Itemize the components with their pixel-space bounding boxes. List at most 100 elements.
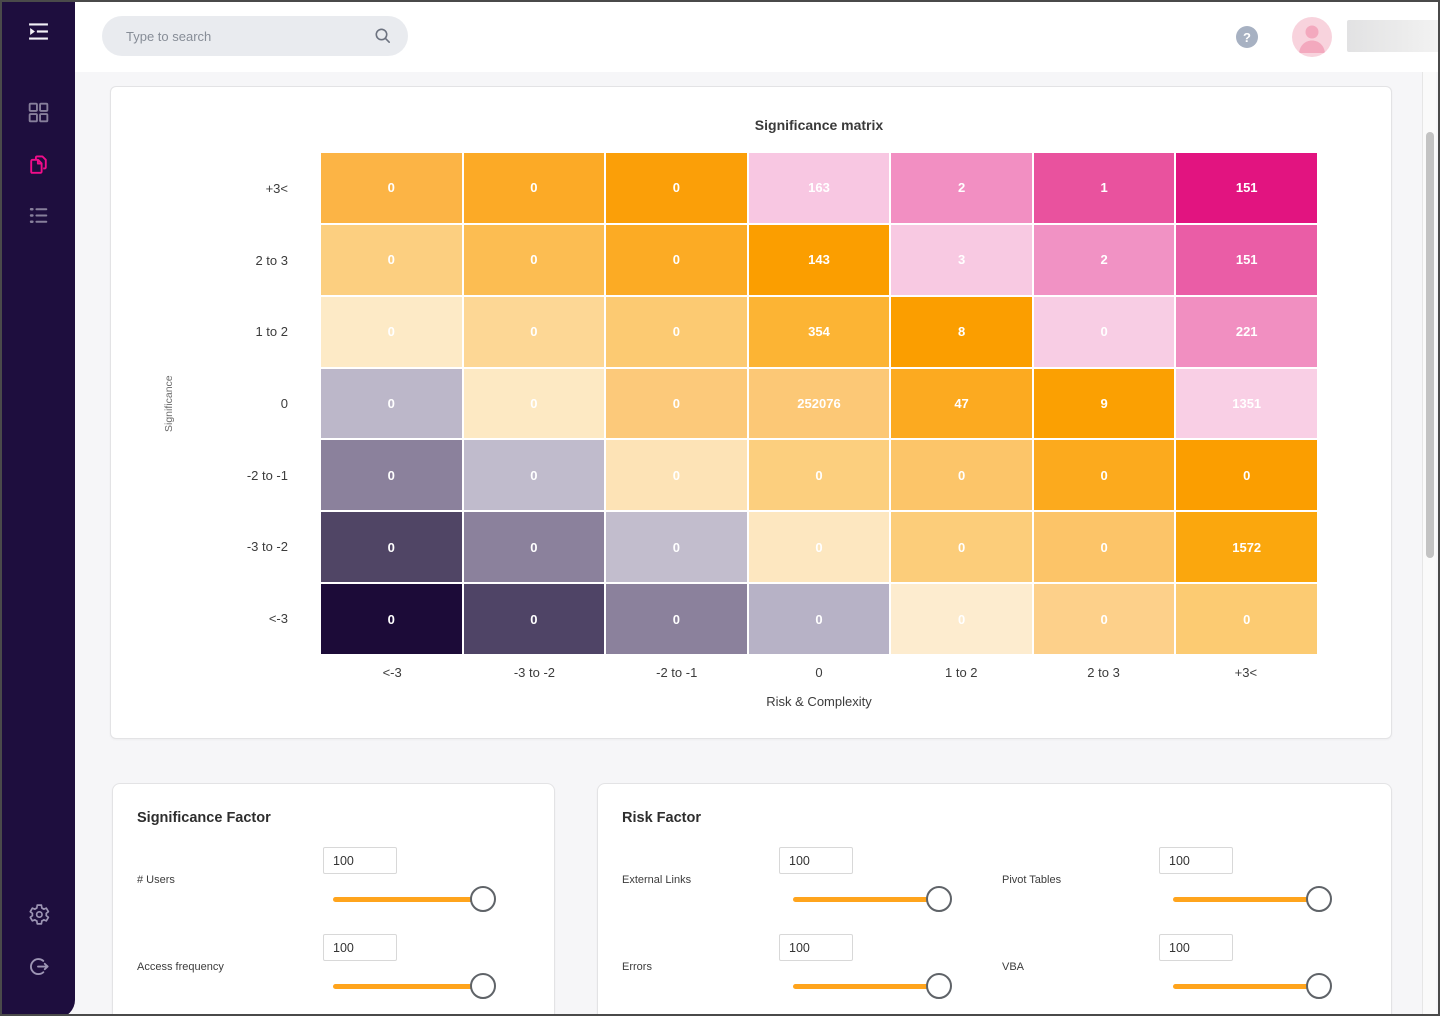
risk-factor-card: Risk Factor External Links Pivot Tables Er… <box>597 783 1392 1014</box>
topbar: ? <box>75 2 1438 72</box>
factor-slider <box>793 968 952 1004</box>
slider-track[interactable] <box>333 984 483 989</box>
heatmap-cell[interactable]: 2 <box>1033 224 1175 295</box>
significance-matrix-card: Significance matrix Significance +3< 2 to… <box>110 86 1392 739</box>
heatmap-cell[interactable]: 1 <box>1033 153 1175 223</box>
heatmap-cell[interactable]: 0 <box>606 224 747 295</box>
heatmap-cell[interactable]: 151 <box>1176 153 1317 223</box>
slider-handle[interactable] <box>1306 973 1332 999</box>
heatmap-cell[interactable]: 0 <box>891 584 1032 654</box>
x-axis-tick-label: 2 to 3 <box>1087 665 1120 680</box>
slider-track[interactable] <box>793 897 939 902</box>
significance-factor-title: Significance Factor <box>137 810 271 826</box>
heatmap-cell[interactable]: 0 <box>748 584 890 654</box>
heatmap-cell[interactable]: 0 <box>463 296 605 367</box>
heatmap-cell[interactable]: 0 <box>321 512 462 583</box>
heatmap-cell[interactable]: 0 <box>321 153 462 223</box>
heatmap-cell[interactable]: 0 <box>1033 512 1175 583</box>
scrollbar-track[interactable] <box>1422 72 1436 1014</box>
heatmap-cell[interactable]: 8 <box>891 296 1032 367</box>
heatmap-cell[interactable]: 0 <box>1033 584 1175 654</box>
y-axis-tick-label: <-3 <box>268 610 288 626</box>
slider-track[interactable] <box>793 984 939 989</box>
heatmap-cell[interactable]: 151 <box>1176 224 1317 295</box>
heatmap-cell[interactable]: 0 <box>321 584 462 654</box>
logout-icon[interactable] <box>26 954 51 979</box>
heatmap-cell[interactable]: 0 <box>321 296 462 367</box>
heatmap-cell[interactable]: 0 <box>463 224 605 295</box>
user-name-redacted[interactable] <box>1347 20 1438 52</box>
heatmap-cell[interactable]: 0 <box>463 153 605 223</box>
slider-handle[interactable] <box>1306 886 1332 912</box>
heatmap-cell[interactable]: 0 <box>1033 440 1175 511</box>
list-icon[interactable] <box>26 203 51 228</box>
heatmap-cell[interactable]: 0 <box>463 512 605 583</box>
factor-slider <box>1173 881 1332 917</box>
factor-value-input[interactable] <box>323 847 397 874</box>
factor-value-input[interactable] <box>323 934 397 961</box>
heatmap-cell[interactable]: 3 <box>891 224 1032 295</box>
heatmap-cell[interactable]: 47 <box>891 368 1032 439</box>
heatmap-cell[interactable]: 0 <box>321 368 462 439</box>
heatmap-cell[interactable]: 0 <box>606 296 747 367</box>
heatmap-cell[interactable]: 9 <box>1033 368 1175 439</box>
heatmap-cell[interactable]: 0 <box>1176 584 1317 654</box>
slider-track[interactable] <box>1173 984 1319 989</box>
search-input[interactable] <box>126 16 366 56</box>
heatmap-cell[interactable]: 1572 <box>1176 512 1317 583</box>
heatmap-cell[interactable]: 0 <box>463 440 605 511</box>
slider-track[interactable] <box>333 897 483 902</box>
heatmap-cell[interactable]: 0 <box>606 440 747 511</box>
factor-control-row: Errors <box>598 927 978 1014</box>
slider-handle[interactable] <box>926 973 952 999</box>
y-axis-tick-label: 2 to 3 <box>255 252 288 268</box>
x-axis-tick-label: -3 to -2 <box>513 665 556 680</box>
slider-track[interactable] <box>1173 897 1319 902</box>
heatmap-cell[interactable]: 252076 <box>748 368 890 439</box>
factor-value-input[interactable] <box>1159 847 1233 874</box>
heatmap-cell[interactable]: 0 <box>1033 296 1175 367</box>
heatmap-cell[interactable]: 2 <box>891 153 1032 223</box>
heatmap-cell[interactable]: 0 <box>1176 440 1317 511</box>
y-axis-tick-label: +3< <box>265 181 288 197</box>
heatmap-cell[interactable]: 0 <box>321 224 462 295</box>
slider-handle[interactable] <box>470 973 496 999</box>
x-axis-tick-label: 1 to 2 <box>945 665 978 680</box>
heatmap-cell[interactable]: 1351 <box>1176 368 1317 439</box>
factor-value-input[interactable] <box>779 847 853 874</box>
factor-control-row: VBA <box>978 927 1391 1014</box>
factor-label: VBA <box>1002 961 1025 973</box>
heatmap-cell[interactable]: 0 <box>606 584 747 654</box>
heatmap-cell[interactable]: 0 <box>606 153 747 223</box>
factor-value-input[interactable] <box>1159 934 1233 961</box>
slider-handle[interactable] <box>470 886 496 912</box>
heatmap-cell[interactable]: 0 <box>606 512 747 583</box>
help-icon[interactable]: ? <box>1236 26 1258 48</box>
scrollbar-thumb[interactable] <box>1426 132 1434 558</box>
y-axis-tick-label: -2 to -1 <box>246 467 288 483</box>
indent-menu-icon[interactable] <box>26 19 51 44</box>
heatmap-cell[interactable]: 143 <box>748 224 890 295</box>
heatmap-cell[interactable]: 0 <box>891 440 1032 511</box>
heatmap-cell[interactable]: 354 <box>748 296 890 367</box>
matrix-title: Significance matrix <box>754 117 884 133</box>
heatmap-cell[interactable]: 0 <box>748 512 890 583</box>
slider-handle[interactable] <box>926 886 952 912</box>
heatmap-cell[interactable]: 0 <box>463 584 605 654</box>
avatar[interactable] <box>1292 17 1332 57</box>
heatmap-cell[interactable]: 163 <box>748 153 890 223</box>
heatmap-cell[interactable]: 0 <box>321 440 462 511</box>
factor-value-input[interactable] <box>779 934 853 961</box>
heatmap-cell[interactable]: 0 <box>463 368 605 439</box>
documents-icon[interactable] <box>26 152 51 177</box>
search-bar[interactable] <box>102 16 408 56</box>
heatmap-cell[interactable]: 221 <box>1176 296 1317 367</box>
factor-label: # Users <box>137 874 175 886</box>
search-icon[interactable] <box>374 27 392 45</box>
heatmap-cell[interactable]: 0 <box>891 512 1032 583</box>
heatmap-cell[interactable]: 0 <box>748 440 890 511</box>
heatmap-cell[interactable]: 0 <box>606 368 747 439</box>
sidebar <box>2 2 75 1014</box>
grid-icon[interactable] <box>26 100 51 125</box>
gear-icon[interactable] <box>26 902 51 927</box>
